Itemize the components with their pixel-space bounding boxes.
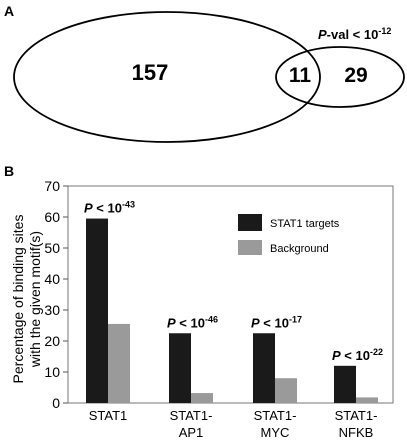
venn-overlap-count: 11 bbox=[289, 64, 312, 87]
p-value-annotation: P < 10-22 bbox=[332, 347, 383, 363]
venn-left-circle bbox=[13, 11, 321, 143]
y-tick-label: 0 bbox=[52, 395, 60, 411]
panel-a-label: A bbox=[4, 3, 14, 19]
y-tick-label: 50 bbox=[44, 240, 60, 256]
x-tick-label: STAT1- bbox=[170, 408, 213, 423]
x-tick-label-line2: MYC bbox=[261, 425, 290, 440]
x-tick-label-line2: NFKB bbox=[339, 425, 374, 440]
bar-stat1-targets bbox=[253, 333, 275, 403]
bar-background bbox=[356, 397, 378, 403]
bar-background bbox=[191, 393, 213, 403]
y-tick-label: 10 bbox=[44, 364, 60, 380]
y-tick-label: 30 bbox=[44, 302, 60, 318]
y-tick-label: 20 bbox=[44, 333, 60, 349]
legend-swatch-background bbox=[238, 240, 262, 255]
plot-frame bbox=[67, 185, 394, 404]
x-tick-label: STAT1 bbox=[89, 408, 128, 423]
x-tick-label: STAT1- bbox=[335, 408, 378, 423]
y-tick-label: 60 bbox=[44, 209, 60, 225]
y-tick-label: 70 bbox=[44, 178, 60, 194]
legend-swatch-stat1-targets bbox=[238, 214, 262, 231]
legend-label-background: Background bbox=[270, 243, 329, 255]
venn-pvalue-p: P bbox=[318, 27, 327, 42]
venn-left-count: 157 bbox=[132, 60, 169, 85]
bar-plot: 0 10 20 30 40 50 60 70 STAT1 P < 10-43 STAT1- AP1 P … bbox=[44, 178, 394, 440]
panel-b-label: B bbox=[4, 163, 14, 179]
p-value-annotation: P < 10-43 bbox=[84, 200, 135, 216]
bar-background bbox=[275, 378, 297, 403]
p-value-annotation: P < 10-46 bbox=[167, 314, 218, 330]
bar-stat1-targets bbox=[86, 218, 108, 403]
venn-pvalue-exp: -12 bbox=[378, 26, 391, 36]
y-tick-label: 40 bbox=[44, 271, 60, 287]
venn-right-circle bbox=[275, 46, 405, 108]
bar-background bbox=[108, 323, 130, 403]
p-value-annotation: P < 10-17 bbox=[251, 314, 302, 330]
venn-pvalue-mid: -val < 10 bbox=[327, 27, 379, 42]
y-axis-label-line2: with the given motif(s) bbox=[27, 231, 43, 368]
bar-stat1-targets bbox=[334, 365, 356, 403]
venn-right-count: 29 bbox=[344, 64, 367, 87]
bar-stat1-targets bbox=[169, 333, 191, 403]
x-tick-label-line2: AP1 bbox=[179, 425, 204, 440]
venn-pvalue: P-val < 10-12 bbox=[318, 26, 391, 42]
legend-label-stat1-targets: STAT1 targets bbox=[270, 218, 340, 230]
x-tick-label: STAT1- bbox=[254, 408, 297, 423]
y-axis-label-line1: Percentage of binding sites bbox=[10, 215, 26, 384]
